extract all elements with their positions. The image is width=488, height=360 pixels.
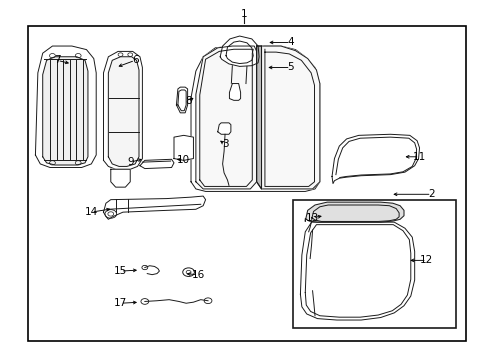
Text: 8: 8 (185, 96, 191, 107)
Bar (292, 200, 455, 328)
Polygon shape (331, 134, 419, 184)
Polygon shape (42, 57, 88, 165)
Text: 16: 16 (191, 270, 204, 280)
Polygon shape (103, 196, 205, 219)
Polygon shape (140, 159, 174, 168)
Text: 3: 3 (221, 139, 228, 149)
Polygon shape (261, 46, 319, 189)
Polygon shape (305, 202, 403, 222)
Polygon shape (256, 46, 261, 189)
Polygon shape (176, 87, 187, 113)
Text: 1: 1 (241, 9, 247, 19)
Text: 12: 12 (419, 255, 432, 265)
Text: 6: 6 (132, 55, 138, 65)
Bar (28, 26, 465, 341)
Text: 13: 13 (305, 212, 319, 222)
Polygon shape (191, 46, 319, 192)
Polygon shape (35, 46, 96, 167)
Text: 11: 11 (412, 152, 426, 162)
Text: 10: 10 (177, 156, 190, 165)
Polygon shape (111, 169, 130, 187)
Polygon shape (300, 222, 414, 320)
Text: 14: 14 (84, 207, 98, 217)
Text: 5: 5 (287, 63, 293, 72)
Polygon shape (220, 36, 259, 66)
Text: 15: 15 (114, 266, 127, 276)
Polygon shape (229, 84, 240, 100)
Polygon shape (108, 57, 139, 166)
Text: 7: 7 (54, 55, 61, 65)
Polygon shape (174, 135, 193, 160)
Text: 9: 9 (127, 157, 133, 167)
Text: 4: 4 (287, 37, 293, 48)
Polygon shape (103, 51, 142, 169)
Text: 17: 17 (114, 298, 127, 308)
Polygon shape (196, 46, 256, 189)
Polygon shape (217, 123, 230, 134)
Text: 2: 2 (427, 189, 434, 199)
